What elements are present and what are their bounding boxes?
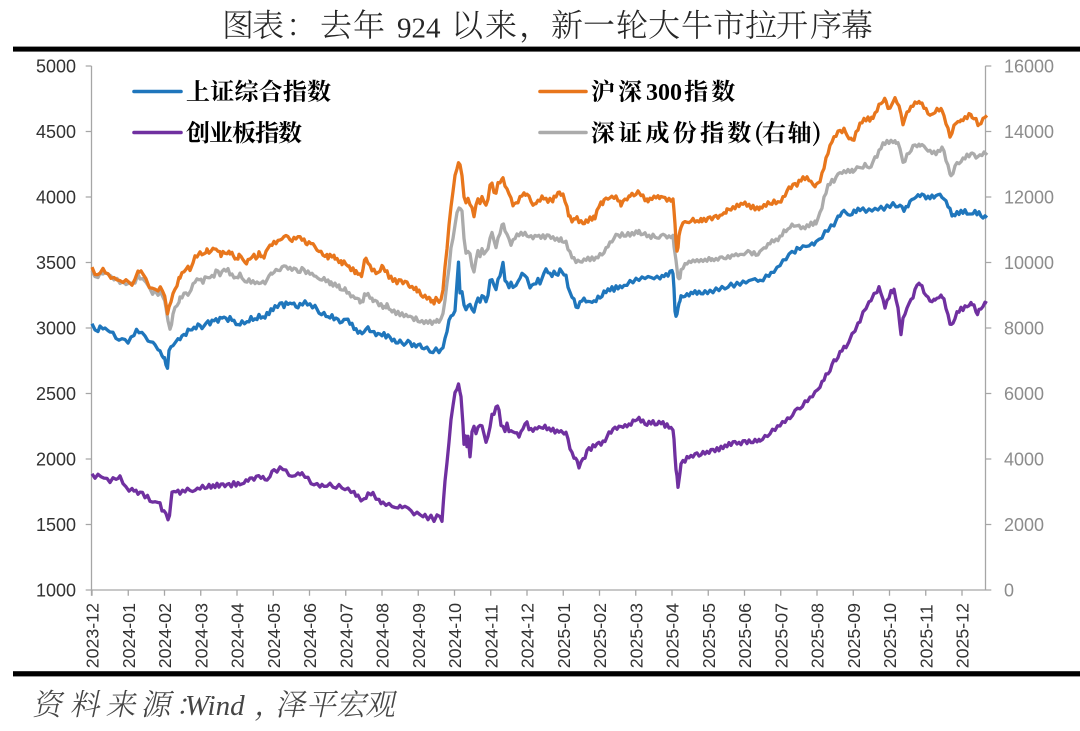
svg-text:6000: 6000 <box>1004 384 1044 404</box>
svg-text:2025-04: 2025-04 <box>663 603 683 668</box>
svg-text:2025-03: 2025-03 <box>626 603 646 668</box>
svg-text:924: 924 <box>397 12 441 44</box>
svg-text:14000: 14000 <box>1004 122 1054 142</box>
svg-text:2025-09: 2025-09 <box>844 603 864 668</box>
svg-text:2025-01: 2025-01 <box>554 603 574 668</box>
svg-text:2025-06: 2025-06 <box>735 603 755 668</box>
svg-text:2024-05: 2024-05 <box>264 603 284 668</box>
svg-text:2024-07: 2024-07 <box>336 603 356 668</box>
svg-text:2025-12: 2025-12 <box>953 603 973 668</box>
svg-text:2024-03: 2024-03 <box>191 603 211 668</box>
svg-text:3500: 3500 <box>36 253 76 273</box>
svg-text:2024-11: 2024-11 <box>481 604 501 668</box>
svg-text:2024-09: 2024-09 <box>409 603 429 668</box>
svg-text:2025-05: 2025-05 <box>699 603 719 668</box>
svg-text:2000: 2000 <box>1004 515 1044 535</box>
svg-text:2024-02: 2024-02 <box>155 603 175 668</box>
svg-text:2024-04: 2024-04 <box>228 603 248 668</box>
svg-text:2024-08: 2024-08 <box>373 603 393 668</box>
svg-text:1000: 1000 <box>36 580 76 600</box>
svg-text:2025-11: 2025-11 <box>916 604 936 668</box>
svg-text:10000: 10000 <box>1004 253 1054 273</box>
svg-text:2025-02: 2025-02 <box>590 603 610 668</box>
svg-text:5000: 5000 <box>36 56 76 76</box>
svg-text:2024-06: 2024-06 <box>300 603 320 668</box>
svg-text:2025-07: 2025-07 <box>771 603 791 668</box>
svg-text:2024-01: 2024-01 <box>119 603 139 668</box>
svg-text:2024-10: 2024-10 <box>445 603 465 668</box>
svg-text:8000: 8000 <box>1004 318 1044 338</box>
svg-text:Wind: Wind <box>185 690 245 722</box>
svg-text:2024-12: 2024-12 <box>518 603 538 668</box>
svg-text:4000: 4000 <box>36 187 76 207</box>
svg-text:300: 300 <box>646 80 682 106</box>
svg-text:4000: 4000 <box>1004 449 1044 469</box>
svg-text:1500: 1500 <box>36 515 76 535</box>
svg-text:2025-08: 2025-08 <box>808 603 828 668</box>
svg-text:3000: 3000 <box>36 318 76 338</box>
svg-text:2500: 2500 <box>36 384 76 404</box>
svg-text:4500: 4500 <box>36 122 76 142</box>
svg-text:0: 0 <box>1004 580 1014 600</box>
svg-text:2023-12: 2023-12 <box>83 603 103 668</box>
svg-text:16000: 16000 <box>1004 56 1054 76</box>
svg-text:2025-10: 2025-10 <box>880 603 900 668</box>
svg-text:2000: 2000 <box>36 449 76 469</box>
svg-text:12000: 12000 <box>1004 187 1054 207</box>
